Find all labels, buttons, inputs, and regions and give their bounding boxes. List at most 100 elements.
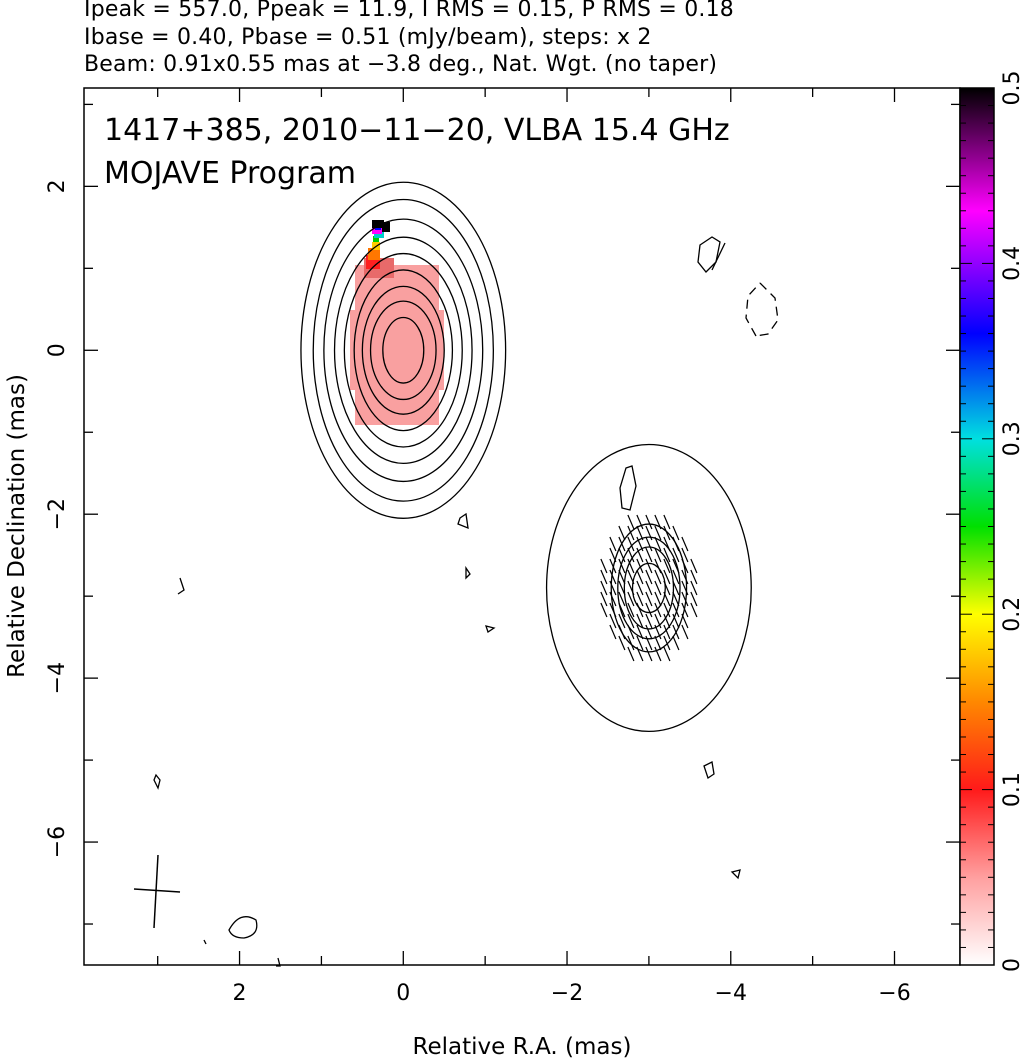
evpa-tick (609, 536, 617, 552)
evpa-tick (681, 613, 689, 629)
evpa-tick (636, 558, 644, 574)
header-line-2: Ibase = 0.40, Pbase = 0.51 (mJy/beam), s… (84, 25, 652, 50)
evpa-tick (663, 602, 671, 618)
evpa-tick (681, 558, 689, 574)
evpa-tick (663, 525, 671, 541)
y-axis-label: Relative Declination (mas) (4, 374, 30, 678)
evpa-tick (645, 646, 653, 662)
colorbar-ticks (960, 87, 994, 966)
evpa-tick (654, 635, 662, 651)
evpa-tick (654, 514, 662, 530)
x-tick-label: 0 (396, 981, 410, 1006)
colorbar-tick-label: 0.1 (1000, 772, 1022, 807)
evpa-tick (618, 580, 626, 596)
evpa-tick (654, 536, 662, 552)
evpa-tick (654, 558, 662, 574)
plot-title: 1417+385, 2010−11−20, VLBA 15.4 GHz (104, 113, 730, 148)
core-contour-2 (361, 285, 445, 415)
evpa-tick (618, 569, 626, 585)
evpa-tick (690, 569, 698, 585)
evpa-tick (618, 536, 626, 552)
evpa-tick (618, 613, 626, 629)
evpa-tick (618, 635, 626, 651)
evpa-tick (618, 525, 626, 541)
core-contour-7 (312, 198, 494, 502)
evpa-tick (600, 580, 608, 596)
evpa-tick (654, 591, 662, 607)
evpa-tick (636, 613, 644, 629)
evpa-tick (672, 547, 680, 563)
evpa-tick (654, 602, 662, 618)
evpa-tick (609, 602, 617, 618)
evpa-tick (627, 547, 635, 563)
evpa-tick (681, 602, 689, 618)
jet-contour-4 (545, 443, 752, 733)
evpa-tick (645, 591, 653, 607)
evpa-tick (654, 580, 662, 596)
evpa-tick (645, 602, 653, 618)
evpa-tick (627, 569, 635, 585)
evpa-tick (681, 624, 689, 640)
evpa-tick (681, 580, 689, 596)
evpa-tick (600, 591, 608, 607)
colorbar-tick-label: 0.5 (1000, 71, 1022, 106)
evpa-tick (690, 591, 698, 607)
y-tick-label: 2 (45, 179, 70, 193)
evpa-tick (663, 569, 671, 585)
x-axis-label: Relative R.A. (mas) (413, 1034, 632, 1060)
evpa-tick (636, 580, 644, 596)
evpa-tick (618, 547, 626, 563)
evpa-tick (645, 514, 653, 530)
jet-contour-1 (623, 546, 675, 630)
evpa-tick (636, 547, 644, 563)
evpa-tick (654, 624, 662, 640)
evpa-tick (645, 569, 653, 585)
y-tick-label: −4 (45, 662, 70, 694)
core-contour-0 (382, 316, 425, 384)
evpa-tick (681, 536, 689, 552)
evpa-tick (645, 547, 653, 563)
evpa-tick (636, 525, 644, 541)
evpa-tick (627, 602, 635, 618)
evpa-tick (672, 580, 680, 596)
colorbar-tick-label: 0.2 (1000, 597, 1022, 632)
colorbar-tick-label: 0.4 (1000, 246, 1022, 281)
evpa-tick (627, 613, 635, 629)
evpa-tick (690, 558, 698, 574)
evpa-tick (627, 624, 635, 640)
evpa-tick (672, 569, 680, 585)
evpa-tick (636, 602, 644, 618)
jet-contour-0 (631, 562, 666, 614)
evpa-tick (681, 569, 689, 585)
evpa-tick (672, 536, 680, 552)
evpa-tick (609, 547, 617, 563)
evpa-tick (609, 569, 617, 585)
y-tick-label: 0 (45, 343, 70, 357)
evpa-tick (663, 558, 671, 574)
evpa-tick (645, 536, 653, 552)
evpa-tick (600, 602, 608, 618)
evpa-tick (618, 602, 626, 618)
header-line-1: Ipeak = 557.0, Ppeak = 11.9, I RMS = 0.1… (84, 0, 734, 22)
evpa-tick (636, 635, 644, 651)
core-contour-1 (369, 300, 437, 401)
evpa-tick (663, 635, 671, 651)
evpa-tick (609, 580, 617, 596)
y-tick-labels: 2 0 −2 −4 −6 (45, 179, 70, 858)
core-contour-5 (333, 236, 473, 465)
evpa-tick (636, 514, 644, 530)
evpa-tick (609, 591, 617, 607)
evpa-tick (672, 624, 680, 640)
evpa-tick (618, 558, 626, 574)
evpa-tick (663, 591, 671, 607)
evpa-tick (627, 591, 635, 607)
evpa-tick (627, 580, 635, 596)
x-tick-label: 2 (233, 981, 247, 1006)
evpa-tick (618, 624, 626, 640)
evpa-tick (645, 635, 653, 651)
evpa-tick (654, 547, 662, 563)
evpa-tick (672, 558, 680, 574)
evpa-tick (690, 580, 698, 596)
evpa-tick (663, 624, 671, 640)
evpa-tick (663, 536, 671, 552)
